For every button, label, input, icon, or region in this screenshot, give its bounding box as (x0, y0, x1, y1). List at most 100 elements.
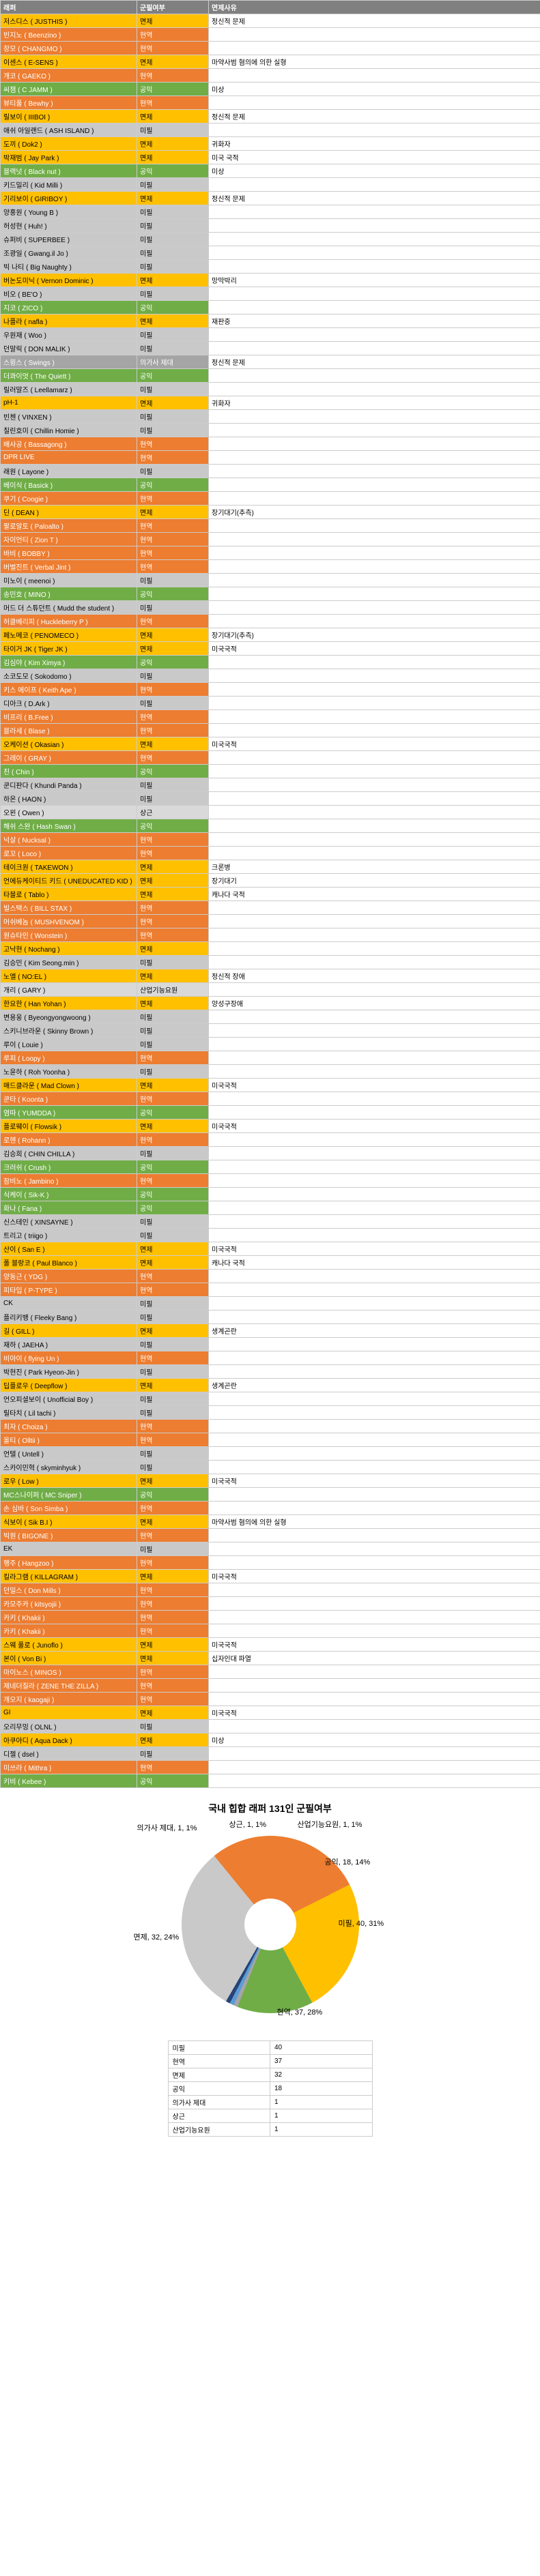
table-row: 타이거 JK ( Tiger JK )면제미국국적 (1, 642, 540, 656)
header-row: 래퍼 군필여부 면제사유 (1, 1, 540, 14)
cell-reason (209, 1774, 540, 1788)
cell-rapper: 릴러말즈 ( Leellamarz ) (1, 383, 137, 396)
cell-status: 미필 (137, 260, 209, 274)
cell-status: 미필 (137, 205, 209, 219)
cell-status: 미필 (137, 342, 209, 355)
cell-rapper: 플리키뱅 ( Fleeky Bang ) (1, 1311, 137, 1324)
cell-status: 미필 (137, 328, 209, 342)
table-row: 애쉬 아일랜드 ( ASH ISLAND )미필 (1, 123, 540, 137)
table-row: 로우 ( Low )면제미국국적 (1, 1474, 540, 1488)
table-row: 언텔 ( Untell )미필 (1, 1447, 540, 1461)
table-row: 블라세 ( Blase )현역 (1, 724, 540, 737)
cell-rapper: 릴타치 ( Lil tachi ) (1, 1406, 137, 1420)
cell-reason (209, 478, 540, 492)
cell-rapper: 도끼 ( Dok2 ) (1, 137, 137, 151)
cell-reason (209, 287, 540, 301)
table-row: 제네더질라 ( ZENE THE ZILLA )현역 (1, 1679, 540, 1693)
cell-reason (209, 792, 540, 806)
cell-reason (209, 328, 540, 342)
summary-cell: 산업기능요원 (168, 2123, 270, 2137)
cell-reason (209, 1502, 540, 1515)
cell-rapper: 루이 ( Louie ) (1, 1038, 137, 1051)
cell-status: 면제 (137, 110, 209, 123)
table-row: 올티 ( Olltii )현역 (1, 1433, 540, 1447)
cell-reason (209, 1679, 540, 1693)
cell-rapper: 양홍원 ( Young B ) (1, 205, 137, 219)
cell-status: 미필 (137, 1406, 209, 1420)
table-row: 개오지 ( kaogaji )현역 (1, 1693, 540, 1706)
cell-rapper: 쿠기 ( Coogie ) (1, 492, 137, 506)
cell-rapper: 미쓰라 ( Mithra ) (1, 1761, 137, 1774)
cell-rapper: GI (1, 1706, 137, 1720)
cell-reason: 미국국적 (209, 1119, 540, 1133)
cell-rapper: 칠린호미 ( Chillin Homie ) (1, 424, 137, 437)
cell-reason: 캐나다 국적 (209, 1256, 540, 1270)
table-row: 슈퍼비 ( SUPERBEE )미필 (1, 233, 540, 246)
table-row: 개리 ( GARY )산업기능요원 (1, 983, 540, 997)
cell-status: 현역 (137, 28, 209, 42)
table-row: 아쿠아디 ( Aqua Dack )면제미상 (1, 1733, 540, 1747)
cell-rapper: 킬라그램 ( KILLAGRAM ) (1, 1570, 137, 1583)
table-row: 키드밀리 ( Kid Milli )미필 (1, 178, 540, 192)
cell-rapper: 개리 ( GARY ) (1, 983, 137, 997)
cell-reason: 장기대기(추측) (209, 628, 540, 642)
cell-rapper: 머드 더 스튜던트 ( Mudd the student ) (1, 601, 137, 615)
cell-rapper: 빈첸 ( VINXEN ) (1, 410, 137, 424)
cell-status: 현역 (137, 751, 209, 765)
lbl-notyet: 미필, 40, 31% (339, 1918, 384, 1929)
table-row: 화나 ( Fana )공익 (1, 1201, 540, 1215)
cell-reason (209, 437, 540, 451)
cell-status: 현역 (137, 451, 209, 465)
cell-rapper: 베이식 ( Basick ) (1, 478, 137, 492)
cell-rapper: 로헨 ( Rohann ) (1, 1133, 137, 1147)
cell-rapper: 카모주카 ( kitsyojii ) (1, 1597, 137, 1611)
table-row: 재하 ( JAEHA )미필 (1, 1338, 540, 1351)
table-row: 빈첸 ( VINXEN )미필 (1, 410, 540, 424)
table-row: 비오 ( BE'O )미필 (1, 287, 540, 301)
cell-reason (209, 424, 540, 437)
table-row: 김심야 ( Kim Ximya )공익 (1, 656, 540, 669)
cell-status: 면제 (137, 1079, 209, 1092)
cell-reason (209, 42, 540, 55)
cell-rapper: 팔로알토 ( Paloalto ) (1, 519, 137, 533)
cell-rapper: 본이 ( Von Bi ) (1, 1652, 137, 1665)
cell-rapper: 키비 ( Kebee ) (1, 1774, 137, 1788)
cell-reason: 마약사범 혐의에 의한 실형 (209, 1515, 540, 1529)
table-row: 쿤디판다 ( Khundi Panda )미필 (1, 778, 540, 792)
cell-reason (209, 1542, 540, 1556)
cell-status: 미필 (137, 697, 209, 710)
cell-reason: 정신적 문제 (209, 355, 540, 369)
lbl-exempt: 면제, 32, 24% (134, 1931, 180, 1942)
cell-reason: 양성구장애 (209, 997, 540, 1010)
table-row: 트리고 ( triigo )미필 (1, 1229, 540, 1242)
cell-rapper: 허성현 ( Huh! ) (1, 219, 137, 233)
cell-reason (209, 1311, 540, 1324)
cell-rapper: 우원재 ( Woo ) (1, 328, 137, 342)
cell-rapper: 빅 나티 ( Big Naughty ) (1, 260, 137, 274)
cell-reason (209, 519, 540, 533)
table-row: 염따 ( YUMDDA )공익 (1, 1106, 540, 1119)
cell-rapper: 산이 ( San E ) (1, 1242, 137, 1256)
cell-reason (209, 615, 540, 628)
summary-cell: 40 (270, 2041, 373, 2055)
cell-reason (209, 697, 540, 710)
cell-status: 미필 (137, 669, 209, 683)
cell-status: 공익 (137, 1774, 209, 1788)
cell-status: 미필 (137, 1365, 209, 1379)
lbl-industry: 산업기능요원, 1, 1% (298, 1819, 363, 1830)
table-row: 테이크원 ( TAKEWON )면제크론병 (1, 860, 540, 874)
cell-status: 면제 (137, 14, 209, 28)
cell-rapper: 잠비노 ( Jambino ) (1, 1174, 137, 1188)
cell-rapper: 던밀스 ( Don Mills ) (1, 1583, 137, 1597)
cell-reason: 재판중 (209, 314, 540, 328)
cell-rapper: MC스나이퍼 ( MC Sniper ) (1, 1488, 137, 1502)
table-row: 딥플로우 ( Deepflow )면제생계곤란 (1, 1379, 540, 1392)
cell-rapper: 박현진 ( Park Hyeon-Jin ) (1, 1365, 137, 1379)
cell-status: 현역 (137, 1583, 209, 1597)
cell-rapper: 최자 ( Choiza ) (1, 1420, 137, 1433)
table-row: 피타입 ( P-TYPE )현역 (1, 1283, 540, 1297)
cell-reason: 귀화자 (209, 137, 540, 151)
cell-rapper: 피타입 ( P-TYPE ) (1, 1283, 137, 1297)
cell-reason (209, 1215, 540, 1229)
cell-status: 공익 (137, 656, 209, 669)
